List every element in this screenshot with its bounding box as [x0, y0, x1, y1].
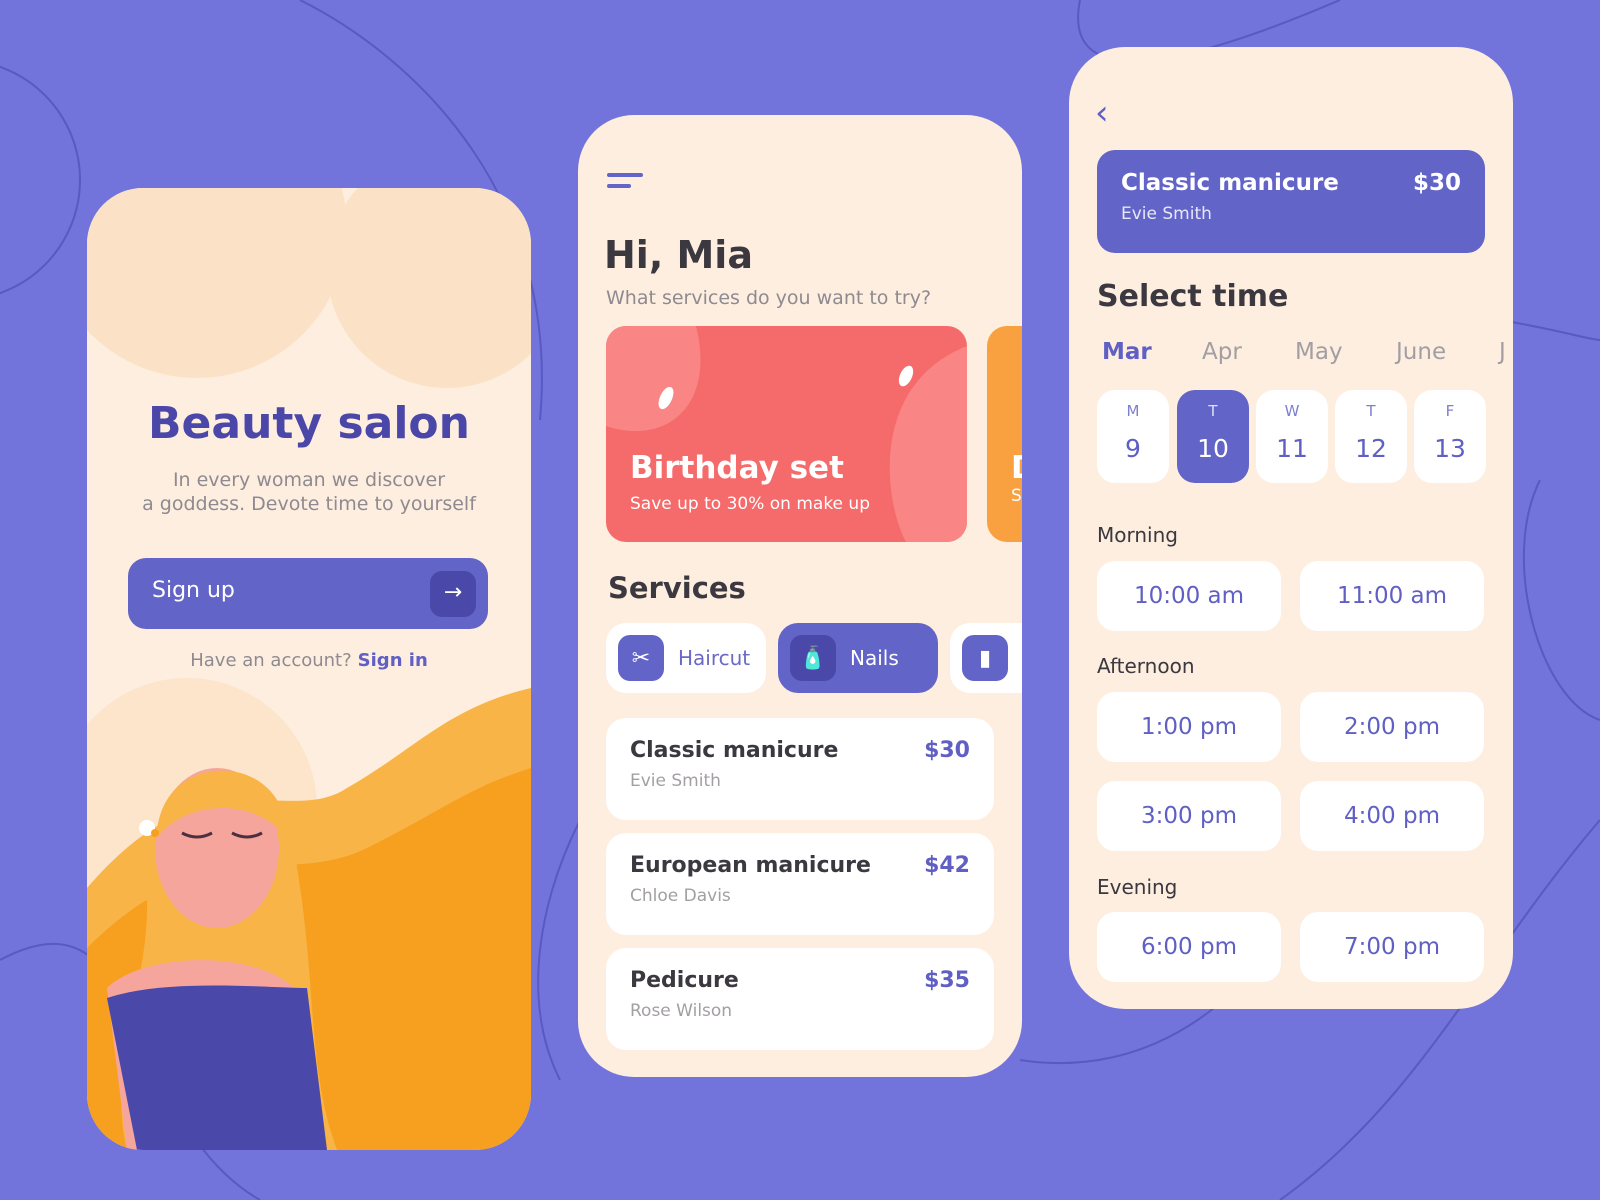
section-evening: Evening: [1097, 875, 1178, 899]
date: 9: [1125, 434, 1141, 463]
selected-service-card: Classic manicure $30 Evie Smith: [1097, 150, 1485, 253]
time-slot[interactable]: 10:00 am: [1097, 561, 1281, 631]
scissors-icon: ✂: [618, 635, 664, 681]
category-makeup[interactable]: ▮: [950, 623, 1022, 693]
promo-subtitle: Save up to 30% on make up: [630, 494, 870, 514]
app-subtitle: In every woman we discover a goddess. Dev…: [87, 468, 531, 516]
promo-title: Birthday set: [630, 450, 844, 486]
time-slot[interactable]: 2:00 pm: [1300, 692, 1484, 762]
sign-up-button[interactable]: Sign up →: [128, 558, 488, 629]
time-slot[interactable]: 1:00 pm: [1097, 692, 1281, 762]
sign-in-prompt: Have an account? Sign in: [87, 650, 531, 671]
day-picker-item[interactable]: F 13: [1414, 390, 1486, 483]
booking-screen: ‹ Classic manicure $30 Evie Smith Select…: [1069, 47, 1513, 1009]
time-slot[interactable]: 4:00 pm: [1300, 781, 1484, 851]
time-slot[interactable]: 6:00 pm: [1097, 912, 1281, 982]
service-item[interactable]: Classic manicure $30 Evie Smith: [606, 718, 994, 820]
promo-subtitle: S: [1011, 486, 1022, 506]
promo-card-next[interactable]: DS: [987, 326, 1022, 542]
sign-in-link[interactable]: Sign in: [357, 650, 428, 671]
select-time-title: Select time: [1097, 279, 1289, 314]
weekday: F: [1445, 402, 1455, 420]
service-name: Classic manicure: [1121, 170, 1339, 196]
service-price: $35: [924, 968, 970, 993]
date: 12: [1355, 434, 1387, 463]
lipstick-icon: ▮: [962, 635, 1008, 681]
date: 13: [1434, 434, 1466, 463]
service-master: Evie Smith: [1121, 204, 1212, 224]
subtitle-line: In every woman we discover: [172, 469, 446, 491]
beauty-illustration: [87, 188, 531, 1150]
nail-polish-icon: 🧴: [790, 635, 836, 681]
service-name: European manicure: [630, 853, 871, 878]
time-slot[interactable]: 11:00 am: [1300, 561, 1484, 631]
month-tab[interactable]: Apr: [1202, 339, 1242, 365]
weekday: T: [1208, 402, 1218, 420]
service-price: $30: [1412, 170, 1461, 196]
weekday: W: [1284, 402, 1300, 420]
section-morning: Morning: [1097, 523, 1178, 547]
promo-decoration: [606, 326, 967, 542]
services-title: Services: [608, 571, 746, 605]
service-price: $30: [924, 738, 970, 763]
promo-title: D: [1011, 450, 1022, 486]
service-master: Rose Wilson: [630, 1001, 733, 1021]
month-tab[interactable]: J: [1499, 339, 1506, 365]
month-tab[interactable]: May: [1295, 339, 1343, 365]
service-item[interactable]: Pedicure $35 Rose Wilson: [606, 948, 994, 1050]
welcome-screen: Beauty salon In every woman we discover a…: [87, 188, 531, 1150]
have-account-text: Have an account?: [190, 650, 352, 671]
category-label: Haircut: [678, 646, 751, 670]
category-label: Nails: [850, 646, 899, 670]
service-master: Chloe Davis: [630, 886, 731, 906]
service-master: Evie Smith: [630, 771, 721, 791]
service-name: Pedicure: [630, 968, 739, 993]
app-title: Beauty salon: [148, 398, 470, 449]
hamburger-menu-icon[interactable]: [607, 173, 643, 188]
section-afternoon: Afternoon: [1097, 654, 1195, 678]
chevron-left-icon[interactable]: ‹: [1095, 93, 1109, 133]
time-slot[interactable]: 7:00 pm: [1300, 912, 1484, 982]
month-tab[interactable]: June: [1396, 339, 1447, 365]
day-picker-item[interactable]: W 11: [1256, 390, 1328, 483]
category-nails[interactable]: 🧴 Nails: [778, 623, 938, 693]
date: 10: [1197, 434, 1229, 463]
time-slot[interactable]: 3:00 pm: [1097, 781, 1281, 851]
sign-up-label: Sign up: [152, 578, 235, 603]
day-picker-item[interactable]: T 12: [1335, 390, 1407, 483]
home-screen: Hi, Mia What services do you want to try…: [578, 115, 1022, 1077]
service-item[interactable]: European manicure $42 Chloe Davis: [606, 833, 994, 935]
date: 11: [1276, 434, 1308, 463]
service-price: $42: [924, 853, 970, 878]
greeting: Hi, Mia: [604, 233, 753, 277]
services-question: What services do you want to try?: [606, 287, 932, 309]
month-tab[interactable]: Mar: [1102, 339, 1152, 365]
service-name: Classic manicure: [630, 738, 839, 763]
category-haircut[interactable]: ✂ Haircut: [606, 623, 766, 693]
arrow-right-icon: →: [430, 571, 476, 617]
weekday: T: [1366, 402, 1376, 420]
weekday: M: [1126, 402, 1140, 420]
subtitle-line: a goddess. Devote time to yourself: [142, 493, 476, 515]
day-picker-item[interactable]: T 10: [1177, 390, 1249, 483]
promo-card-birthday-set[interactable]: Birthday set Save up to 30% on make up: [606, 326, 967, 542]
